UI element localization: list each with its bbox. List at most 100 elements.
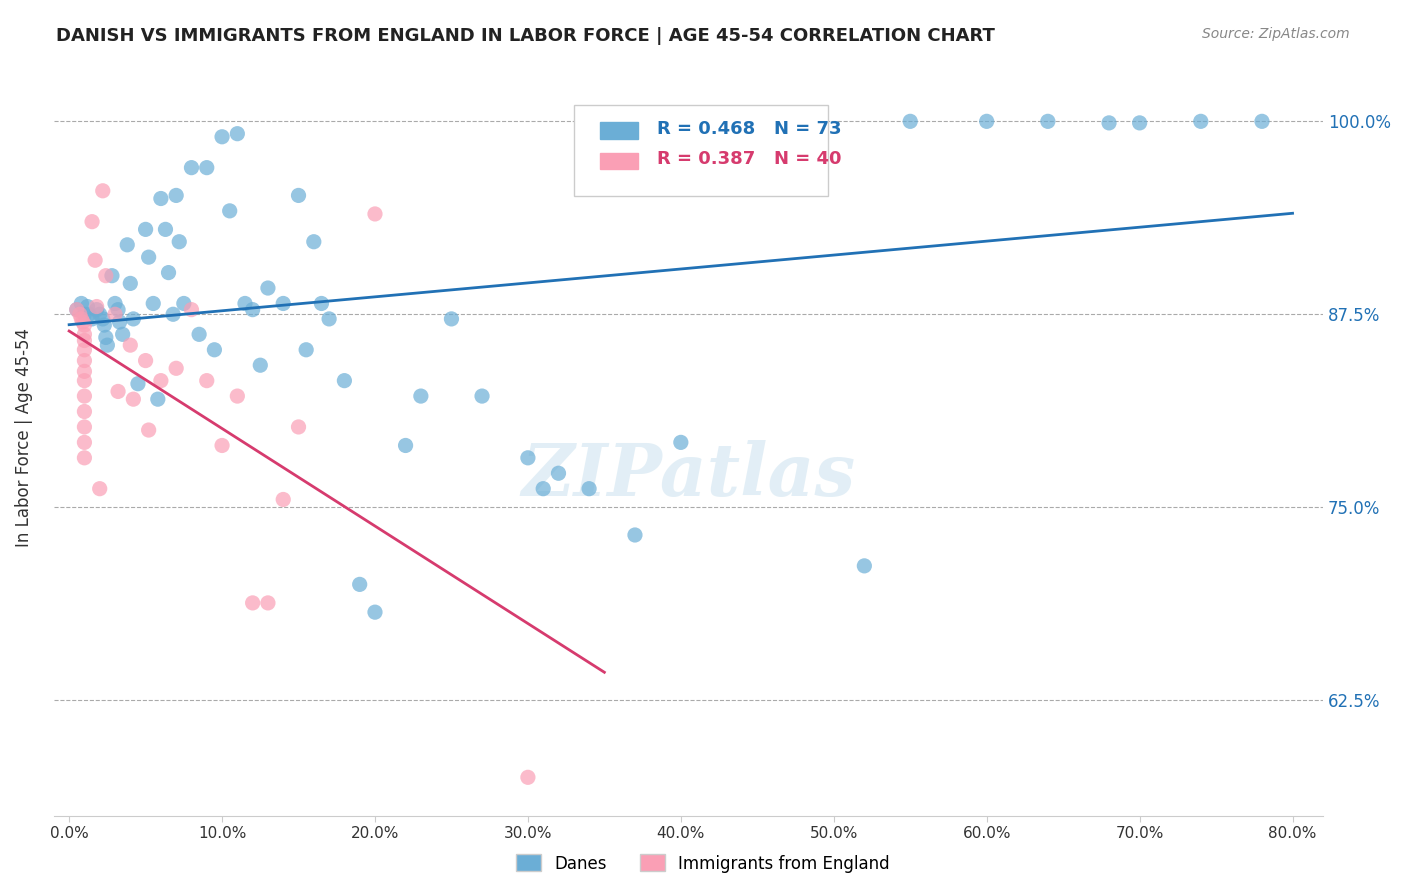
Immigrants from England [149,374,172,388]
Danes [257,281,280,295]
Danes [86,302,108,317]
Immigrants from England [120,338,142,352]
Immigrants from England [86,300,108,314]
Immigrants from England [91,184,114,198]
Immigrants from England [73,327,96,342]
Danes [127,376,149,391]
Immigrants from England [73,450,96,465]
Text: ZIPatlas: ZIPatlas [522,440,855,511]
Immigrants from England [69,307,91,321]
Danes [91,312,114,326]
Danes [70,296,93,310]
Y-axis label: In Labor Force | Age 45-54: In Labor Force | Age 45-54 [15,328,32,548]
Immigrants from England [73,435,96,450]
Immigrants from England [180,302,202,317]
Danes [311,296,333,310]
Danes [107,302,129,317]
Immigrants from England [73,334,96,348]
Danes [242,302,264,317]
Danes [218,203,240,218]
Danes [853,558,876,573]
Immigrants from England [70,312,93,326]
Danes [792,127,814,141]
Danes [578,482,600,496]
Danes [976,114,998,128]
Text: DANISH VS IMMIGRANTS FROM ENGLAND IN LABOR FORCE | AGE 45-54 CORRELATION CHART: DANISH VS IMMIGRANTS FROM ENGLAND IN LAB… [56,27,995,45]
Danes [531,482,554,496]
Immigrants from England [73,389,96,403]
Danes [135,222,157,236]
Danes [108,315,131,329]
Danes [195,161,218,175]
Danes [165,188,187,202]
Danes [77,307,100,321]
Danes [76,300,98,314]
Danes [111,327,134,342]
Danes [73,307,96,321]
Immigrants from England [107,384,129,399]
Bar [599,153,638,169]
Danes [80,312,103,326]
Danes [1189,114,1212,128]
Danes [188,327,211,342]
Danes [471,389,494,403]
Danes [700,114,723,128]
Immigrants from England [165,361,187,376]
Immigrants from England [195,374,218,388]
Immigrants from England [73,318,96,332]
Danes [271,296,294,310]
Danes [349,577,371,591]
Danes [202,343,225,357]
Danes [173,296,195,310]
Danes [669,435,692,450]
Danes [104,296,127,310]
Danes [101,268,124,283]
Immigrants from England [73,420,96,434]
Danes [226,127,249,141]
Immigrants from England [104,307,127,321]
Immigrants from England [271,492,294,507]
Legend: Danes, Immigrants from England: Danes, Immigrants from England [509,847,897,880]
Danes [1129,116,1152,130]
Danes [1251,114,1274,128]
Immigrants from England [72,315,94,329]
Immigrants from England [364,207,387,221]
Danes [115,237,138,252]
FancyBboxPatch shape [574,105,828,195]
Danes [516,450,538,465]
Danes [302,235,325,249]
Immigrants from England [66,302,89,317]
Text: Source: ZipAtlas.com: Source: ZipAtlas.com [1202,27,1350,41]
Danes [149,192,172,206]
Danes [96,338,118,352]
Immigrants from England [287,420,309,434]
Danes [440,312,463,326]
Immigrants from England [135,353,157,368]
Immigrants from England [84,253,107,268]
Danes [295,343,318,357]
Danes [155,222,177,236]
Danes [167,235,190,249]
Immigrants from England [242,596,264,610]
Text: R = 0.387   N = 40: R = 0.387 N = 40 [657,151,841,169]
Immigrants from England [73,374,96,388]
Immigrants from England [257,596,280,610]
Danes [138,250,160,264]
Danes [120,277,142,291]
Immigrants from England [516,770,538,784]
Immigrants from England [73,364,96,378]
Immigrants from England [73,343,96,357]
Danes [731,114,754,128]
Danes [409,389,432,403]
Danes [93,318,115,332]
Danes [162,307,184,321]
Danes [66,302,89,317]
Danes [898,114,921,128]
Danes [624,528,647,542]
Danes [333,374,356,388]
Danes [180,161,202,175]
Text: R = 0.468   N = 73: R = 0.468 N = 73 [657,120,841,138]
Danes [94,330,117,344]
Immigrants from England [80,215,103,229]
Danes [364,605,387,619]
